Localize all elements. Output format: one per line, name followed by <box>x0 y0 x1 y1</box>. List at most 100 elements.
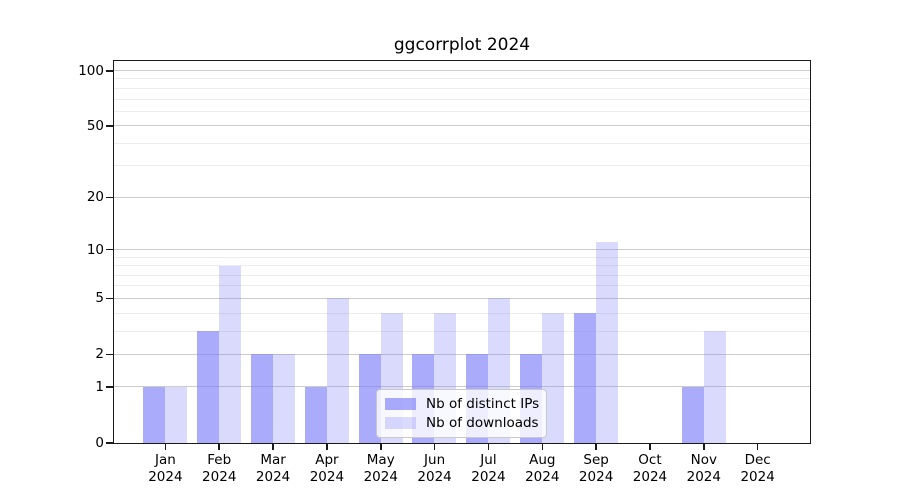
x-tick-mark <box>272 444 274 450</box>
bar <box>197 331 220 443</box>
gridline-minor <box>113 98 810 100</box>
y-tick-mark <box>106 353 113 356</box>
x-tick-year: 2024 <box>686 469 721 485</box>
x-tick-mark <box>541 444 544 450</box>
x-tick-year: 2024 <box>363 469 398 485</box>
gridline-minor <box>113 142 810 144</box>
x-tick-mark <box>595 444 597 450</box>
bar <box>542 313 565 443</box>
gridline-minor <box>113 330 810 332</box>
legend-label-distinct-ips: Nb of distinct IPs <box>426 396 540 412</box>
x-tick-year: 2024 <box>740 469 775 485</box>
gridline-major <box>113 70 810 72</box>
bar <box>250 354 273 443</box>
x-tick-year: 2024 <box>578 469 614 485</box>
y-tick-label: 50 <box>86 117 104 134</box>
gridline-major <box>113 125 810 127</box>
gridline-minor <box>113 265 810 267</box>
y-tick-mark <box>106 125 113 127</box>
gridline-major <box>113 297 810 299</box>
y-tick-mark <box>106 70 113 72</box>
bar <box>219 265 242 443</box>
bar <box>358 354 381 443</box>
gridline-minor <box>113 312 810 314</box>
x-tick-label: Jul 2024 <box>456 452 520 486</box>
x-tick-month: Apr <box>315 452 339 468</box>
y-tick-mark <box>106 248 113 251</box>
y-tick-mark <box>106 386 113 388</box>
x-tick-year: 2024 <box>309 469 345 485</box>
y-tick-mark <box>106 196 113 199</box>
legend-swatch-distinct-ips <box>385 398 416 410</box>
x-tick-label: Oct 2024 <box>618 452 682 486</box>
x-tick-month: Mar <box>260 452 286 468</box>
y-tick-mark <box>106 297 113 300</box>
x-tick-month: Jul <box>480 452 497 468</box>
y-tick-label: 5 <box>95 290 104 307</box>
y-tick-label: 100 <box>78 62 104 79</box>
y-tick-label: 1 <box>95 379 104 396</box>
x-tick-month: Jun <box>424 452 446 468</box>
x-tick-month: Feb <box>207 452 232 468</box>
y-tick-label: 0 <box>95 435 104 451</box>
x-tick-label: Nov 2024 <box>672 452 736 486</box>
plot-area <box>112 59 811 444</box>
legend: Nb of distinct IPs Nb of downloads <box>376 389 547 438</box>
x-tick-mark <box>703 444 705 450</box>
bar <box>272 354 295 443</box>
gridline-minor <box>113 110 810 112</box>
bar <box>304 386 327 443</box>
x-tick-month: Nov <box>690 452 717 468</box>
x-tick-label: Jun 2024 <box>403 452 467 486</box>
legend-swatch-downloads <box>385 417 416 429</box>
x-tick-month: Dec <box>744 452 771 468</box>
legend-label-downloads: Nb of downloads <box>426 415 539 431</box>
gridline-minor <box>113 87 810 89</box>
gridline-minor <box>113 274 810 276</box>
x-tick-mark <box>218 444 220 450</box>
x-tick-year: 2024 <box>525 469 560 485</box>
gridline-major <box>113 353 810 355</box>
x-tick-mark <box>164 444 167 450</box>
gridline-minor <box>113 165 810 167</box>
x-tick-month: Sep <box>583 452 609 468</box>
gridline-minor <box>113 78 810 80</box>
gridline-major <box>113 196 810 198</box>
bar <box>326 298 349 443</box>
x-tick-label: May 2024 <box>349 452 413 486</box>
y-tick-mark <box>106 442 113 444</box>
x-tick-month: Aug <box>529 452 556 468</box>
y-tick-label: 10 <box>86 241 104 258</box>
x-tick-label: Jan 2024 <box>133 452 197 486</box>
x-tick-year: 2024 <box>255 469 291 485</box>
bar <box>681 386 704 443</box>
bar <box>143 386 166 443</box>
bar <box>573 313 596 443</box>
gridline-minor <box>113 256 810 258</box>
x-tick-year: 2024 <box>202 469 237 485</box>
x-tick-label: Mar 2024 <box>241 452 305 486</box>
y-tick-label: 2 <box>95 346 104 363</box>
x-tick-mark <box>326 444 328 450</box>
x-tick-year: 2024 <box>632 469 668 485</box>
x-tick-month: Jan <box>154 452 176 468</box>
x-tick-mark <box>756 444 759 450</box>
x-tick-label: Feb 2024 <box>187 452 251 486</box>
x-tick-month: Oct <box>638 452 662 468</box>
bar <box>595 242 618 443</box>
x-tick-label: Apr 2024 <box>295 452 359 486</box>
x-tick-year: 2024 <box>471 469 506 485</box>
bar <box>703 331 726 443</box>
y-tick-label: 20 <box>86 189 104 206</box>
x-tick-mark <box>380 444 382 450</box>
x-tick-label: Dec 2024 <box>726 452 790 486</box>
x-tick-mark <box>433 444 436 450</box>
legend-entry-distinct-ips: Nb of distinct IPs <box>385 396 540 412</box>
bar <box>165 386 188 443</box>
x-tick-mark <box>487 444 490 450</box>
x-tick-year: 2024 <box>148 469 183 485</box>
x-tick-mark <box>649 444 651 450</box>
gridline-minor <box>113 285 810 287</box>
x-tick-month: May <box>366 452 395 468</box>
